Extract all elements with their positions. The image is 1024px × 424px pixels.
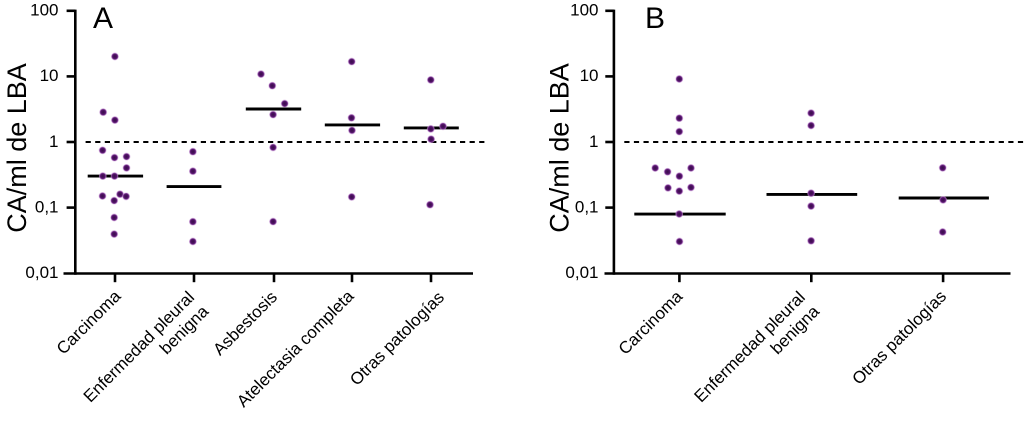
svg-text:0,01: 0,01 <box>565 263 598 282</box>
svg-text:1: 1 <box>589 132 598 151</box>
svg-text:0,1: 0,1 <box>35 197 59 216</box>
svg-text:100: 100 <box>570 1 598 20</box>
svg-text:B: B <box>645 2 665 35</box>
svg-text:10: 10 <box>40 66 59 85</box>
svg-text:0,1: 0,1 <box>575 197 599 216</box>
svg-text:1: 1 <box>49 132 58 151</box>
svg-text:100: 100 <box>30 1 58 20</box>
svg-text:10: 10 <box>580 66 599 85</box>
svg-text:CA/ml de LBA: CA/ml de LBA <box>545 63 575 233</box>
svg-text:CA/ml de LBA: CA/ml de LBA <box>2 63 32 233</box>
svg-text:0,01: 0,01 <box>25 263 58 282</box>
svg-text:A: A <box>93 2 113 35</box>
